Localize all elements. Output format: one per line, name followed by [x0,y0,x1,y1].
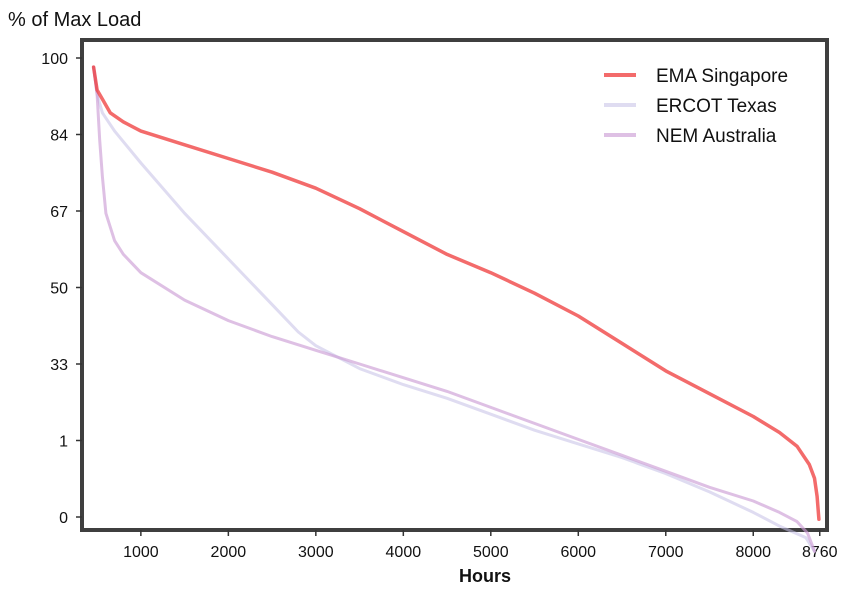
legend-label: NEM Australia [656,126,777,147]
y-tick-label: 0 [59,510,68,527]
x-axis-title: Hours [459,566,511,586]
series-layer [91,65,821,553]
y-tick-label: 50 [50,281,68,298]
legend: EMA Singapore ERCOT Texas NEM Australia [604,66,788,147]
series-line-ercot-texas [92,65,816,553]
x-tick-label: 8760 [802,544,838,561]
y-axis: 100 84 67 50 33 1 0 [41,51,82,527]
y-tick-label: 33 [50,357,68,374]
legend-label: ERCOT Texas [656,96,777,117]
series-line-ema-singapore [91,65,821,522]
y-tick-label: 84 [50,128,68,145]
y-tick-label: 100 [41,51,68,68]
y-tick-label: 1 [59,434,68,451]
x-tick-label: 2000 [211,544,247,561]
x-axis: 1000 2000 3000 4000 5000 6000 7000 8000 8760 [123,530,838,561]
x-tick-label: 3000 [298,544,334,561]
x-tick-label: 7000 [648,544,684,561]
legend-label: EMA Singapore [656,66,788,87]
x-tick-label: 6000 [560,544,596,561]
x-tick-label: 4000 [386,544,422,561]
y-tick-label: 67 [50,204,68,221]
series-line-nem-australia [92,65,816,553]
plot-frame [80,38,829,532]
x-tick-label: 5000 [473,544,509,561]
x-tick-label: 1000 [123,544,159,561]
chart-title: % of Max Load [8,9,141,31]
x-tick-label: 8000 [735,544,771,561]
